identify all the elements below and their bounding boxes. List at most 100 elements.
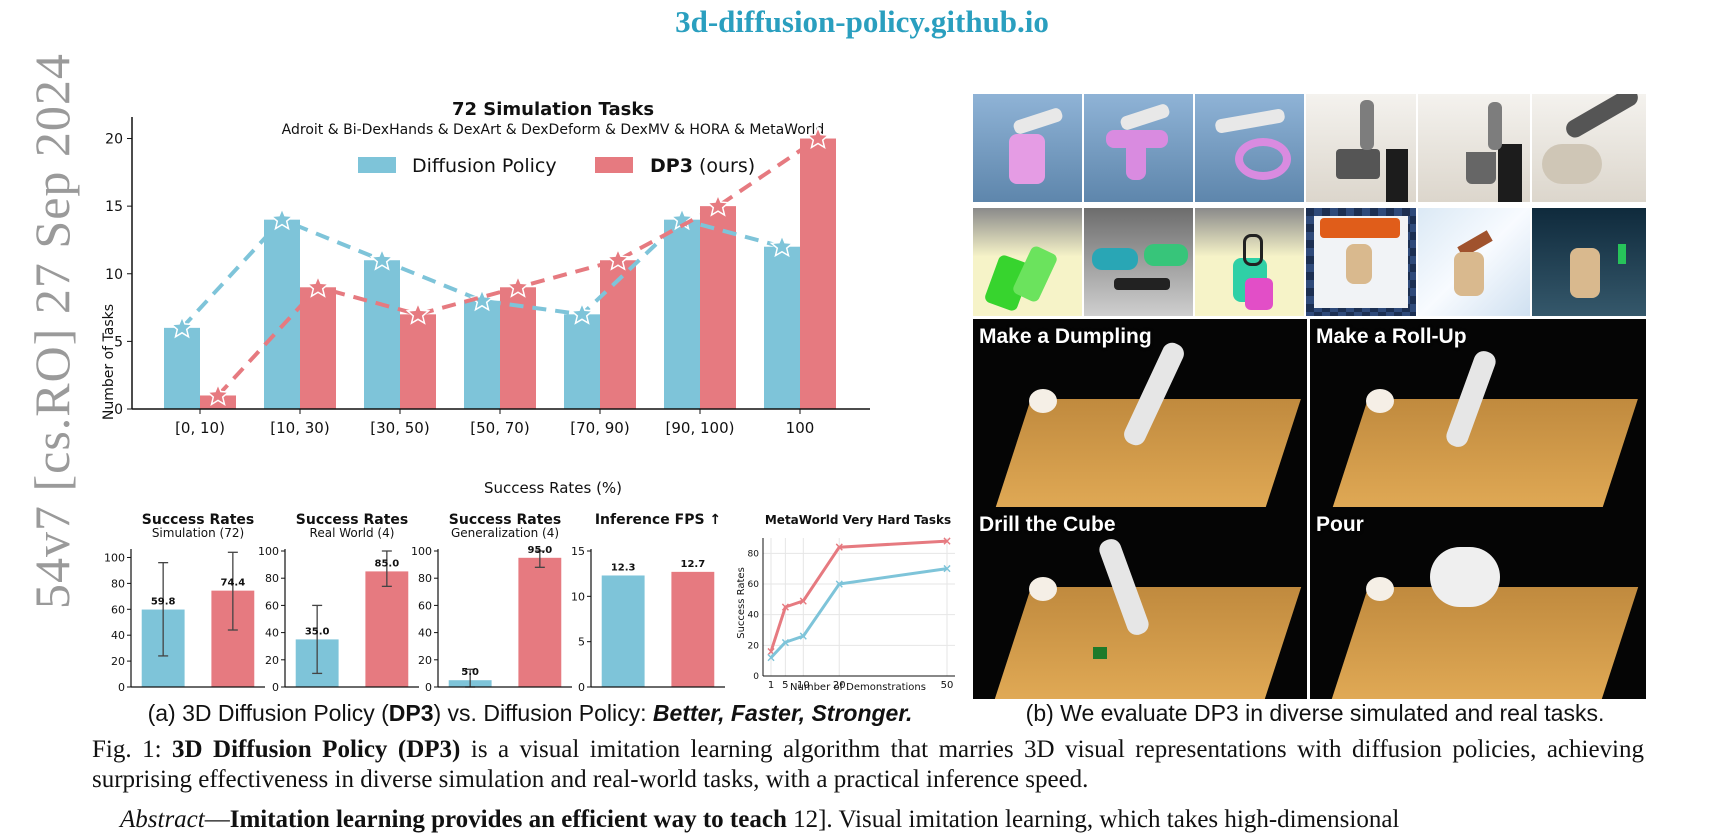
star-marker-dp3 — [205, 382, 231, 406]
panel-label: Make a Dumpling — [979, 325, 1152, 348]
bar-diffusion-policy — [164, 327, 200, 409]
x-tick-label: 50 — [941, 680, 954, 691]
bar-dp3 — [600, 260, 636, 409]
bar-diffusion-policy — [764, 246, 800, 409]
point-marker: × — [834, 577, 844, 591]
figure-caption: Fig. 1: 3D Diffusion Policy (DP3) is a v… — [92, 736, 1645, 793]
y-tick-label: 5 — [114, 334, 123, 350]
x-tick-label: 1 — [768, 680, 774, 691]
bar-diffusion-policy — [664, 219, 700, 409]
point-marker: × — [780, 600, 790, 614]
x-tick-label: [90, 100) — [666, 419, 735, 437]
sim-task-thumbnail — [1195, 208, 1304, 316]
bar-dp3 — [300, 287, 336, 409]
sim-task-thumbnail — [1532, 208, 1646, 316]
x-tick-label: 10 — [797, 680, 810, 691]
bar-dp3 — [671, 571, 715, 687]
y-tick-label: 100 — [411, 545, 432, 558]
sim-task-thumbnail — [1084, 94, 1193, 202]
legend-swatch-dp3 — [595, 157, 633, 173]
data-label: 35.0 — [305, 626, 330, 637]
y-tick-label: 60 — [265, 599, 279, 612]
star-marker-diffusion-policy — [369, 247, 395, 271]
bar-diffusion-policy — [464, 300, 500, 409]
x-tick-label: 5 — [782, 680, 788, 691]
x-tick-label: 20 — [833, 680, 846, 691]
arxiv-side-stamp: 54v7 [cs.RO] 27 Sep 2024 — [24, 53, 80, 609]
sim-task-thumbnail — [973, 94, 1082, 202]
data-label: 74.4 — [220, 578, 245, 589]
point-marker: × — [942, 562, 952, 576]
sim-task-thumbnail — [1532, 94, 1646, 202]
main-chart-legend: Diffusion Policy DP3 (ours) — [358, 155, 755, 177]
site-url[interactable]: 3d-diffusion-policy.github.io — [675, 4, 1049, 39]
y-tick-label: 0 — [578, 681, 585, 694]
bar-dp3 — [365, 571, 409, 687]
bar-diffusion-policy — [601, 575, 645, 687]
sim-task-thumbnail — [973, 208, 1082, 316]
y-tick-label: 10 — [571, 590, 585, 603]
data-label: 95.0 — [527, 545, 552, 556]
y-tick-label: 0 — [118, 681, 125, 694]
x-tick-label: [0, 10) — [175, 419, 225, 437]
y-tick-label: 15 — [105, 199, 123, 215]
data-label: 12.7 — [680, 559, 705, 570]
data-label: 59.8 — [151, 597, 176, 608]
small-chart-generalization: Success Rates Generalization (4) 0 20 40 60… — [411, 512, 572, 694]
main-chart-title: 72 Simulation Tasks — [452, 99, 654, 120]
y-tick-label: 0 — [272, 681, 279, 694]
legend-label-dp3: DP3 (ours) — [650, 155, 755, 177]
metaworld-ylabel: Success Rates — [736, 567, 747, 639]
task-gallery: Make a Dumpling Make a Roll-Up Drill the… — [973, 94, 1646, 699]
y-tick-label: 0 — [753, 672, 759, 682]
y-tick-label: 60 — [111, 603, 125, 616]
sim-task-thumbnail — [1195, 94, 1304, 202]
point-marker: × — [766, 651, 776, 665]
star-marker-diffusion-policy — [169, 314, 195, 339]
real-task-pour: Pour — [1310, 507, 1646, 699]
bar-diffusion-policy — [264, 219, 300, 409]
star-marker-dp3 — [505, 274, 531, 298]
point-marker: × — [780, 635, 790, 649]
bar-dp3 — [700, 206, 736, 409]
y-tick-label: 80 — [748, 549, 760, 559]
bar-dp3 — [200, 395, 236, 409]
y-tick-label: 0 — [425, 681, 432, 694]
subcaption-b: (b) We evaluate DP3 in diverse simulated… — [1025, 700, 1605, 726]
bar-diffusion-policy — [564, 314, 600, 409]
legend-label-diffusion-policy: Diffusion Policy — [412, 155, 557, 177]
small-chart-subtitle: Real World (4) — [310, 526, 395, 540]
y-tick-label: 100 — [104, 551, 125, 564]
bar-dp3 — [800, 138, 836, 409]
y-tick-label: 40 — [748, 611, 760, 621]
y-tick-label: 20 — [105, 132, 123, 148]
sim-task-thumbnail — [1418, 208, 1530, 316]
panel-label: Make a Roll-Up — [1316, 325, 1467, 348]
small-chart-subtitle: Simulation (72) — [152, 526, 244, 540]
y-tick-label: 15 — [571, 545, 585, 558]
x-tick-label: [50, 70) — [470, 419, 529, 437]
small-chart-title: Success Rates — [449, 512, 561, 528]
x-tick-label: [10, 30) — [270, 419, 329, 437]
y-tick-label: 80 — [418, 572, 432, 585]
y-tick-label: 20 — [748, 641, 760, 651]
small-charts-row: Success Rates Simulation (72) 0 20 40 60 80 1… — [104, 512, 955, 694]
panel-label: Pour — [1316, 513, 1364, 536]
point-marker: × — [942, 534, 952, 548]
star-marker-diffusion-policy — [269, 206, 295, 231]
bar-diffusion-policy — [364, 260, 400, 409]
subcaption-a: (a) 3D Diffusion Policy (DP3) vs. Diffus… — [147, 700, 913, 726]
y-tick-label: 20 — [111, 655, 125, 668]
small-chart-simulation: Success Rates Simulation (72) 0 20 40 60 80 1… — [104, 512, 265, 694]
small-chart-metaworld: MetaWorld Very Hard Tasks 0 20 40 60 80 1 5 10 2… — [736, 513, 955, 693]
point-marker: × — [834, 540, 844, 554]
small-chart-title: Success Rates — [296, 512, 408, 528]
real-task-make-a-dumpling: Make a Dumpling — [973, 319, 1307, 507]
star-marker-diffusion-policy — [769, 233, 795, 258]
sim-task-thumbnail — [1084, 208, 1193, 316]
y-tick-label: 60 — [748, 580, 760, 590]
y-tick-label: 40 — [418, 627, 432, 640]
panel-label: Drill the Cube — [979, 513, 1116, 536]
y-tick-label: 60 — [418, 599, 432, 612]
small-chart-inference-fps: Inference FPS ↑ 0 5 10 15 12.3 12.7 — [571, 512, 725, 694]
